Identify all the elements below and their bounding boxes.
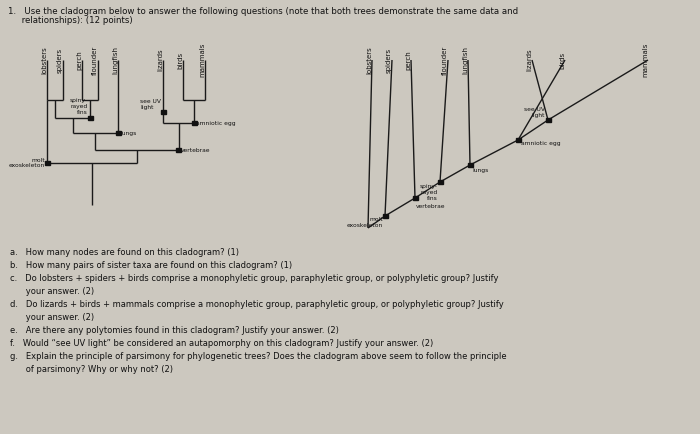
Text: relationships): (12 points): relationships): (12 points) [8, 16, 132, 25]
Bar [176, 148, 181, 152]
Text: spiders: spiders [57, 47, 63, 72]
Text: lungfish: lungfish [462, 46, 468, 74]
Text: lizards: lizards [526, 49, 532, 71]
Bar [116, 131, 120, 135]
Text: amniotic egg: amniotic egg [521, 141, 561, 146]
Text: birds: birds [559, 52, 565, 69]
Text: see UV
light: see UV light [141, 99, 162, 110]
Text: perch: perch [405, 50, 411, 70]
Text: flounder: flounder [92, 46, 98, 75]
Text: lobsters: lobsters [41, 46, 47, 74]
Text: amniotic egg: amniotic egg [196, 121, 236, 125]
Text: mammals: mammals [642, 43, 648, 77]
Text: flounder: flounder [442, 46, 448, 75]
Text: b.   How many pairs of sister taxa are found on this cladogram? (1): b. How many pairs of sister taxa are fou… [10, 261, 292, 270]
Text: lungs: lungs [472, 168, 489, 173]
Bar [438, 180, 442, 184]
Text: perch: perch [76, 50, 82, 70]
Bar [88, 116, 92, 120]
Bar [468, 163, 472, 167]
Text: of parsimony? Why or why not? (2): of parsimony? Why or why not? (2) [10, 365, 173, 374]
Text: d.   Do lizards + birds + mammals comprise a monophyletic group, paraphyletic gr: d. Do lizards + birds + mammals comprise… [10, 300, 504, 309]
Text: 1.   Use the cladogram below to answer the following questions (note that both t: 1. Use the cladogram below to answer the… [8, 7, 518, 16]
Text: f.   Would “see UV light” be considered an autapomorphy on this cladogram? Justi: f. Would “see UV light” be considered an… [10, 339, 433, 348]
Text: spiny-
rayed
fins: spiny- rayed fins [420, 184, 438, 201]
Text: your answer. (2): your answer. (2) [10, 313, 94, 322]
Text: c.   Do lobsters + spiders + birds comprise a monophyletic group, paraphyletic g: c. Do lobsters + spiders + birds compris… [10, 274, 498, 283]
Text: lobsters: lobsters [366, 46, 372, 74]
Bar [515, 138, 521, 142]
Bar [382, 214, 388, 218]
Text: spiny-
rayed
fins: spiny- rayed fins [70, 99, 88, 115]
Text: vertebrae: vertebrae [181, 148, 210, 152]
Text: birds: birds [177, 52, 183, 69]
Text: e.   Are there any polytomies found in this cladogram? Justify your answer. (2): e. Are there any polytomies found in thi… [10, 326, 339, 335]
Text: lungfish: lungfish [112, 46, 118, 74]
Text: molt
exoskeleton: molt exoskeleton [8, 158, 45, 168]
Text: lungs: lungs [120, 131, 136, 135]
Bar [45, 161, 50, 165]
Text: molt
exoskeleton: molt exoskeleton [346, 217, 383, 228]
Text: spiders: spiders [386, 47, 392, 72]
Text: vertebrae: vertebrae [416, 204, 445, 209]
Bar [192, 121, 197, 125]
Text: g.   Explain the principle of parsimony for phylogenetic trees? Does the cladogr: g. Explain the principle of parsimony fo… [10, 352, 507, 361]
Text: lizards: lizards [157, 49, 163, 71]
Text: a.   How many nodes are found on this cladogram? (1): a. How many nodes are found on this clad… [10, 248, 239, 257]
Text: your answer. (2): your answer. (2) [10, 287, 94, 296]
Bar [545, 118, 550, 122]
Bar [412, 196, 417, 200]
Text: see UV
light: see UV light [524, 107, 545, 118]
Bar [160, 110, 165, 114]
Text: mammals: mammals [199, 43, 205, 77]
